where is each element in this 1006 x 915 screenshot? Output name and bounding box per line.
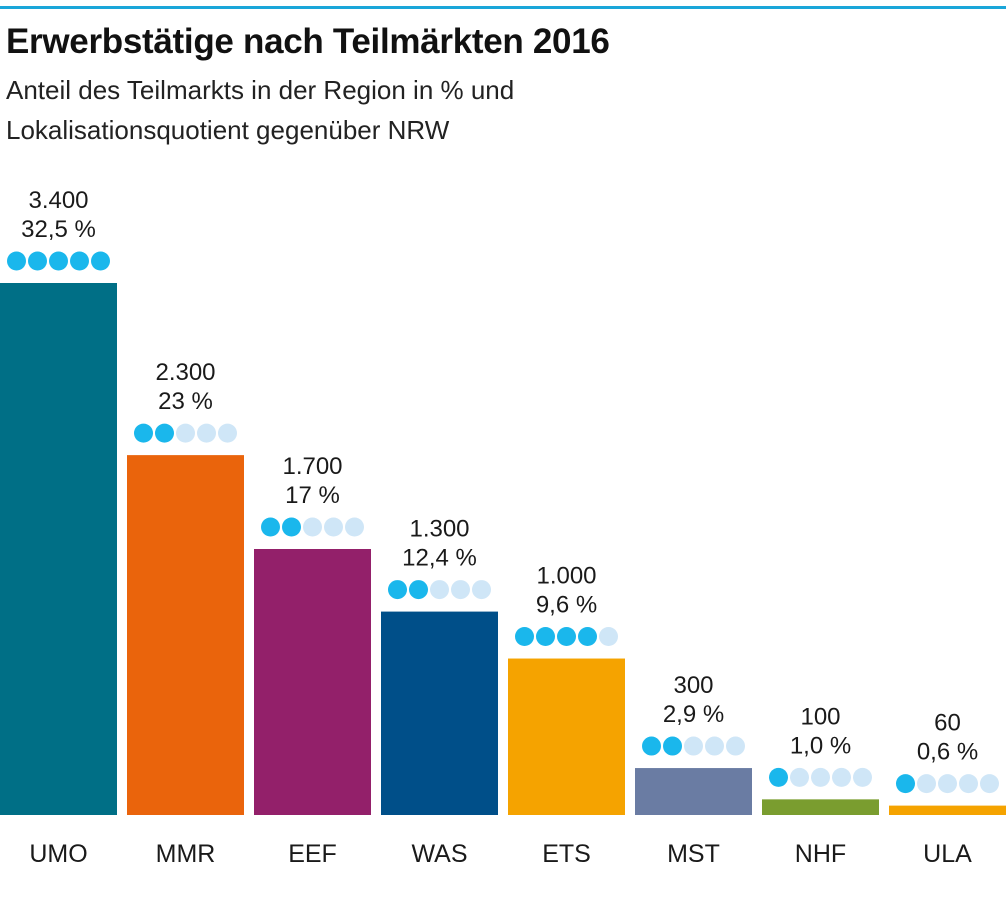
dot-filled-mst <box>663 736 682 756</box>
value-label-ets: 1.000 <box>536 563 596 590</box>
bar-eef <box>254 549 371 815</box>
category-label-mst: MST <box>667 840 720 868</box>
value-label-nhf: 100 <box>800 703 840 730</box>
bar-ula <box>889 805 1006 815</box>
dot-filled-mmr <box>134 423 153 443</box>
percent-label-umo: 32,5 % <box>21 216 96 243</box>
dot-empty-mst <box>705 736 724 756</box>
dot-filled-umo <box>49 251 68 271</box>
dot-filled-nhf <box>769 767 788 787</box>
bar-mst <box>635 768 752 815</box>
dot-empty-was <box>451 580 470 600</box>
dot-empty-was <box>430 580 449 600</box>
value-label-mst: 300 <box>673 672 713 699</box>
dot-filled-was <box>388 580 407 600</box>
percent-label-ula: 0,6 % <box>917 739 978 766</box>
dot-empty-mmr <box>176 423 195 443</box>
value-label-was: 1.300 <box>409 516 469 543</box>
value-label-ula: 60 <box>934 710 961 737</box>
dot-filled-umo <box>70 251 89 271</box>
subtitle-line-2: Lokalisationsquotient gegenüber NRW <box>6 115 450 145</box>
dot-filled-eef <box>261 517 280 537</box>
dot-filled-ets <box>515 627 534 647</box>
dot-empty-eef <box>345 517 364 537</box>
subtitle-line-1: Anteil des Teilmarkts in der Region in %… <box>6 75 515 105</box>
dot-empty-nhf <box>853 767 872 787</box>
dot-empty-mst <box>684 736 703 756</box>
value-label-mmr: 2.300 <box>155 359 215 386</box>
category-label-umo: UMO <box>29 840 87 868</box>
dot-empty-ula <box>959 774 978 794</box>
dot-filled-ets <box>536 627 555 647</box>
dot-filled-mst <box>642 736 661 756</box>
chart-subtitle: Anteil des Teilmarkts in der Region in %… <box>6 70 906 150</box>
percent-label-was: 12,4 % <box>402 545 477 572</box>
dot-filled-ets <box>578 627 597 647</box>
category-label-nhf: NHF <box>795 840 846 868</box>
dot-empty-mmr <box>218 423 237 443</box>
percent-label-eef: 17 % <box>285 482 340 509</box>
dot-empty-nhf <box>790 767 809 787</box>
dot-filled-mmr <box>155 423 174 443</box>
percent-label-mst: 2,9 % <box>663 701 724 728</box>
dot-filled-ets <box>557 627 576 647</box>
category-label-mmr: MMR <box>156 840 216 868</box>
dot-empty-ula <box>917 774 936 794</box>
bar-ets <box>508 658 625 815</box>
chart-title: Erwerbstätige nach Teilmärkten 2016 <box>6 22 610 61</box>
category-label-ets: ETS <box>542 840 591 868</box>
category-label-ula: ULA <box>923 840 972 868</box>
dot-empty-nhf <box>811 767 830 787</box>
dot-empty-ula <box>938 774 957 794</box>
dot-empty-nhf <box>832 767 851 787</box>
percent-label-mmr: 23 % <box>158 388 213 415</box>
dot-filled-was <box>409 580 428 600</box>
dot-filled-umo <box>91 251 110 271</box>
dot-empty-eef <box>303 517 322 537</box>
top-accent-rule <box>0 6 1006 9</box>
dot-empty-eef <box>324 517 343 537</box>
percent-label-nhf: 1,0 % <box>790 732 851 759</box>
dot-filled-umo <box>28 251 47 271</box>
value-label-umo: 3.400 <box>28 187 88 214</box>
category-label-eef: EEF <box>288 840 337 868</box>
bar-was <box>381 611 498 815</box>
dot-filled-ula <box>896 774 915 794</box>
dot-empty-ets <box>599 627 618 647</box>
dot-empty-was <box>472 580 491 600</box>
dot-filled-eef <box>282 517 301 537</box>
value-label-eef: 1.700 <box>282 453 342 480</box>
bar-mmr <box>127 455 244 815</box>
percent-label-ets: 9,6 % <box>536 592 597 619</box>
bar-umo <box>0 283 117 815</box>
bar-nhf <box>762 799 879 815</box>
dot-empty-ula <box>980 774 999 794</box>
dot-filled-umo <box>7 251 26 271</box>
dot-empty-mmr <box>197 423 216 443</box>
dot-empty-mst <box>726 736 745 756</box>
category-label-was: WAS <box>411 840 467 868</box>
